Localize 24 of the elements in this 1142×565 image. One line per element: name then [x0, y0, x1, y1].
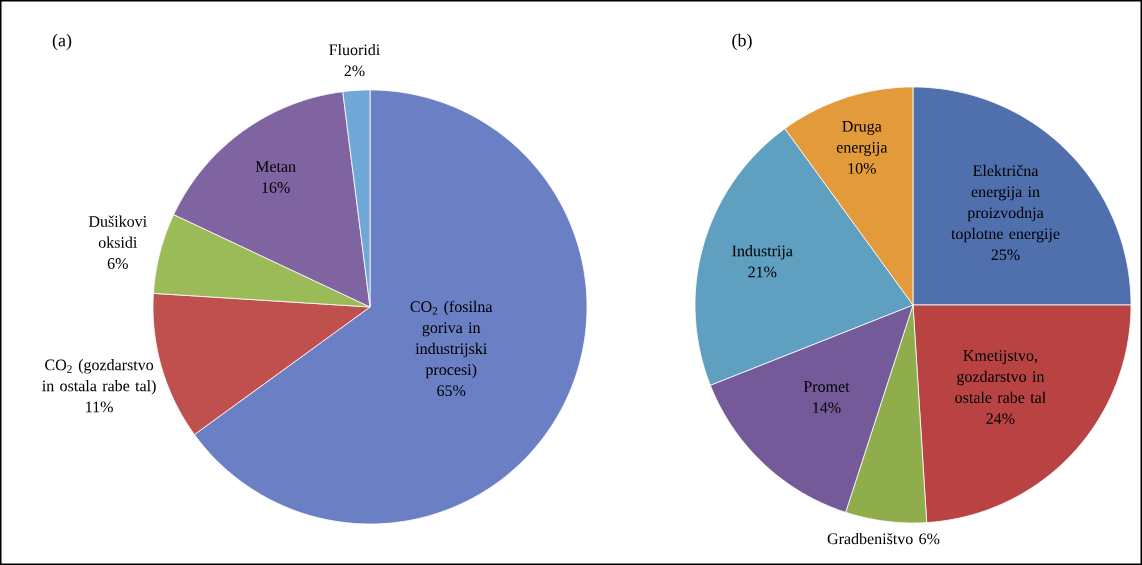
data-label: 25%: [991, 249, 1020, 261]
data-label: 16%: [262, 182, 290, 193]
data-label: 6%: [919, 533, 940, 545]
data-label: 65%: [437, 385, 466, 397]
data-label: 14%: [813, 402, 841, 413]
slice-label: Dušikovi oksidi: [88, 215, 147, 248]
slice-label: Industrija: [732, 245, 793, 260]
data-label: 6%: [107, 258, 128, 269]
data-label: 2%: [344, 65, 365, 77]
chart-title: (a): [52, 33, 72, 51]
slice-label: Kmetijstvo, gozdarstvo in ostale rabe tal: [955, 350, 1046, 403]
data-label: 10%: [848, 162, 876, 174]
chart-title: (b): [732, 33, 752, 51]
slice-label: Metan: [255, 161, 296, 172]
slice-label: Gradbeništvo: [827, 532, 913, 545]
slice-label: Druga energija: [836, 121, 888, 157]
data-label: 21%: [748, 266, 777, 278]
data-label: 11%: [86, 401, 113, 413]
slice-label: Promet: [803, 381, 850, 392]
slice-label: CO$_{2}$ (gozdarstvo in ostala rabe tal): [42, 359, 156, 395]
slice-label: Fluoridi: [329, 43, 380, 56]
slice-label: CO$_{2}$ (fosilna goriva in industrijski procesi): [410, 300, 493, 379]
data-label: 24%: [986, 413, 1015, 424]
slice-label: Električna energija in proizvodnja toplotne energije: [951, 164, 1060, 243]
